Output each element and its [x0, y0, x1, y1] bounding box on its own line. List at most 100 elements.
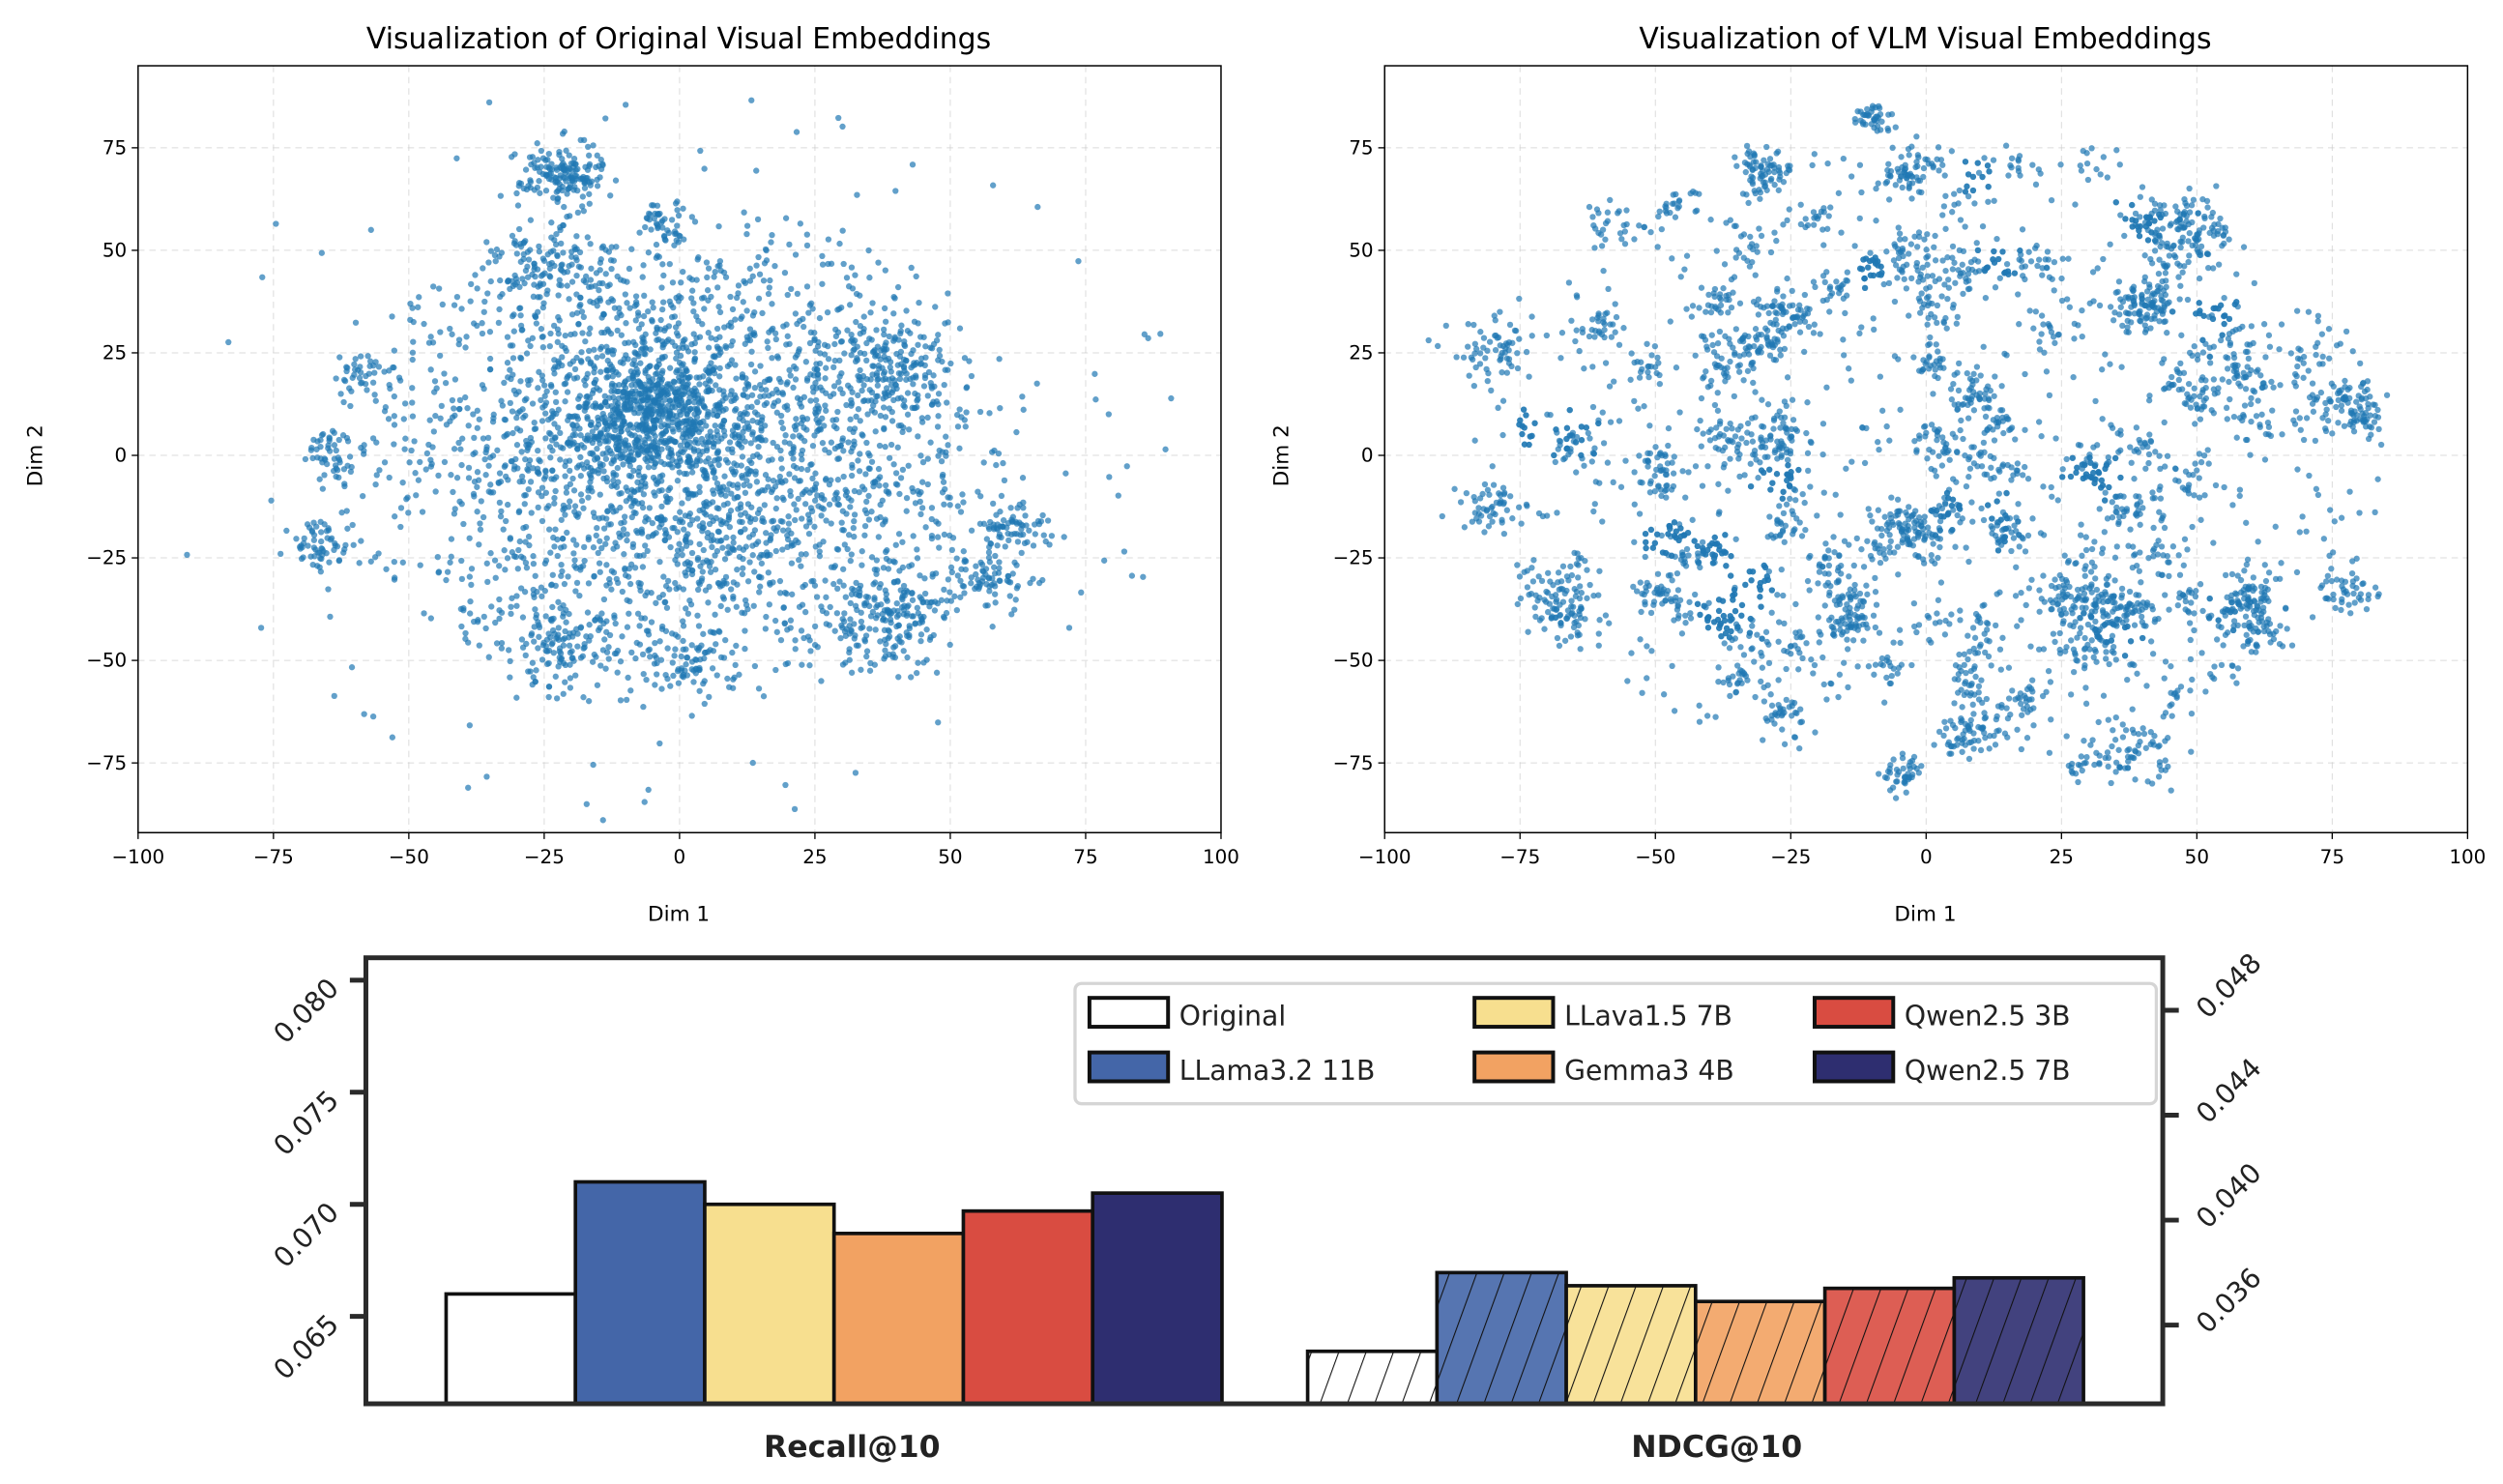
- scatter-point: [2383, 392, 2391, 398]
- scatter-point: [732, 434, 739, 441]
- scatter-point: [558, 516, 565, 523]
- scatter-point: [915, 659, 921, 666]
- scatter-point: [403, 496, 410, 503]
- scatter-point: [836, 578, 843, 585]
- scatter-point: [676, 584, 683, 591]
- scatter-point: [497, 276, 504, 284]
- scatter-point: [890, 461, 897, 468]
- scatter-point: [556, 276, 563, 283]
- scatter-point: [941, 501, 947, 508]
- scatter-point: [781, 269, 789, 276]
- scatter-point: [1162, 446, 1169, 452]
- scatter-point: [841, 618, 848, 626]
- scatter-point: [465, 475, 473, 481]
- scatter-point: [709, 543, 715, 551]
- scatter-point: [642, 345, 650, 352]
- scatter-point: [772, 335, 779, 343]
- scatter-point: [658, 284, 665, 291]
- scatter-point: [919, 458, 927, 466]
- scatter-point: [790, 455, 797, 462]
- scatter-point: [2140, 730, 2148, 738]
- scatter-point: [677, 352, 684, 360]
- scatter-point: [1516, 295, 1523, 303]
- scatter-point: [582, 163, 589, 170]
- scatter-point: [863, 357, 870, 364]
- scatter-point: [1011, 559, 1018, 566]
- scatter-point: [567, 630, 573, 637]
- scatter-point: [564, 268, 571, 276]
- scatter-point: [2168, 787, 2174, 794]
- y-axis-label: Dim 2: [23, 424, 47, 486]
- scatter-point: [442, 379, 450, 387]
- scatter-point: [896, 567, 903, 574]
- scatter-point: [580, 645, 587, 652]
- scatter-point: [996, 565, 1003, 571]
- scatter-point: [878, 601, 885, 608]
- scatter-point: [840, 582, 847, 589]
- scatter-point: [787, 372, 794, 379]
- scatter-point: [613, 443, 620, 450]
- scatter-point: [642, 455, 649, 462]
- scatter-point: [933, 669, 941, 676]
- scatter-point: [1019, 522, 1026, 529]
- scatter-point: [538, 326, 545, 333]
- scatter-point: [349, 521, 356, 529]
- scatter-point: [557, 444, 565, 451]
- x-tick-label: 100: [1203, 846, 1239, 868]
- scatter-point: [701, 306, 708, 312]
- scatter-point: [481, 298, 488, 306]
- scatter-point: [647, 654, 654, 660]
- scatter-point: [587, 472, 594, 480]
- scatter-point: [642, 351, 649, 358]
- scatter-point: [1899, 750, 1906, 757]
- scatter-point: [809, 443, 817, 450]
- scatter-point: [728, 323, 735, 331]
- scatter-point: [570, 550, 577, 557]
- scatter-point: [520, 240, 527, 247]
- scatter-point: [549, 603, 556, 611]
- scatter-point: [511, 281, 518, 288]
- scatter-point: [1986, 745, 1993, 752]
- scatter-point: [860, 382, 867, 389]
- scatter-point: [474, 483, 480, 490]
- scatter-point: [587, 479, 594, 485]
- scatter-point: [616, 305, 623, 311]
- scatter-point: [498, 249, 506, 256]
- scatter-point: [855, 392, 861, 399]
- scatter-point: [635, 451, 642, 458]
- scatter-point: [792, 516, 799, 524]
- scatter-point: [506, 647, 512, 654]
- scatter-point: [2339, 598, 2345, 606]
- scatter-point: [475, 617, 481, 624]
- scatter-point: [664, 675, 671, 683]
- scatter-point: [618, 519, 625, 527]
- scatter-point: [928, 535, 936, 542]
- scatter-point: [983, 536, 991, 542]
- scatter-point: [688, 214, 695, 220]
- scatter-point: [674, 552, 681, 559]
- scatter-point: [2104, 749, 2111, 756]
- scatter-point: [638, 526, 645, 533]
- scatter-point: [386, 474, 393, 481]
- scatter-point: [535, 283, 541, 290]
- scatter-point: [548, 383, 555, 390]
- scatter-point: [836, 373, 843, 380]
- scatter-point: [883, 487, 889, 495]
- scatter-point: [619, 419, 626, 425]
- scatter-point: [577, 453, 584, 461]
- scatter-point: [602, 271, 609, 277]
- scatter-point: [579, 193, 586, 200]
- scatter-point: [588, 178, 596, 185]
- scatter-point: [715, 461, 722, 469]
- scatter-point: [736, 442, 742, 449]
- scatter-point: [590, 761, 597, 769]
- scatter-point: [772, 666, 779, 674]
- scatter-point: [763, 613, 770, 621]
- scatter-point: [767, 276, 773, 284]
- scatter-point: [674, 417, 682, 423]
- scatter-point: [2105, 763, 2111, 771]
- scatter-point: [537, 189, 543, 196]
- scatter-point: [533, 614, 539, 622]
- scatter-point: [935, 719, 942, 726]
- scatter-point: [866, 626, 873, 632]
